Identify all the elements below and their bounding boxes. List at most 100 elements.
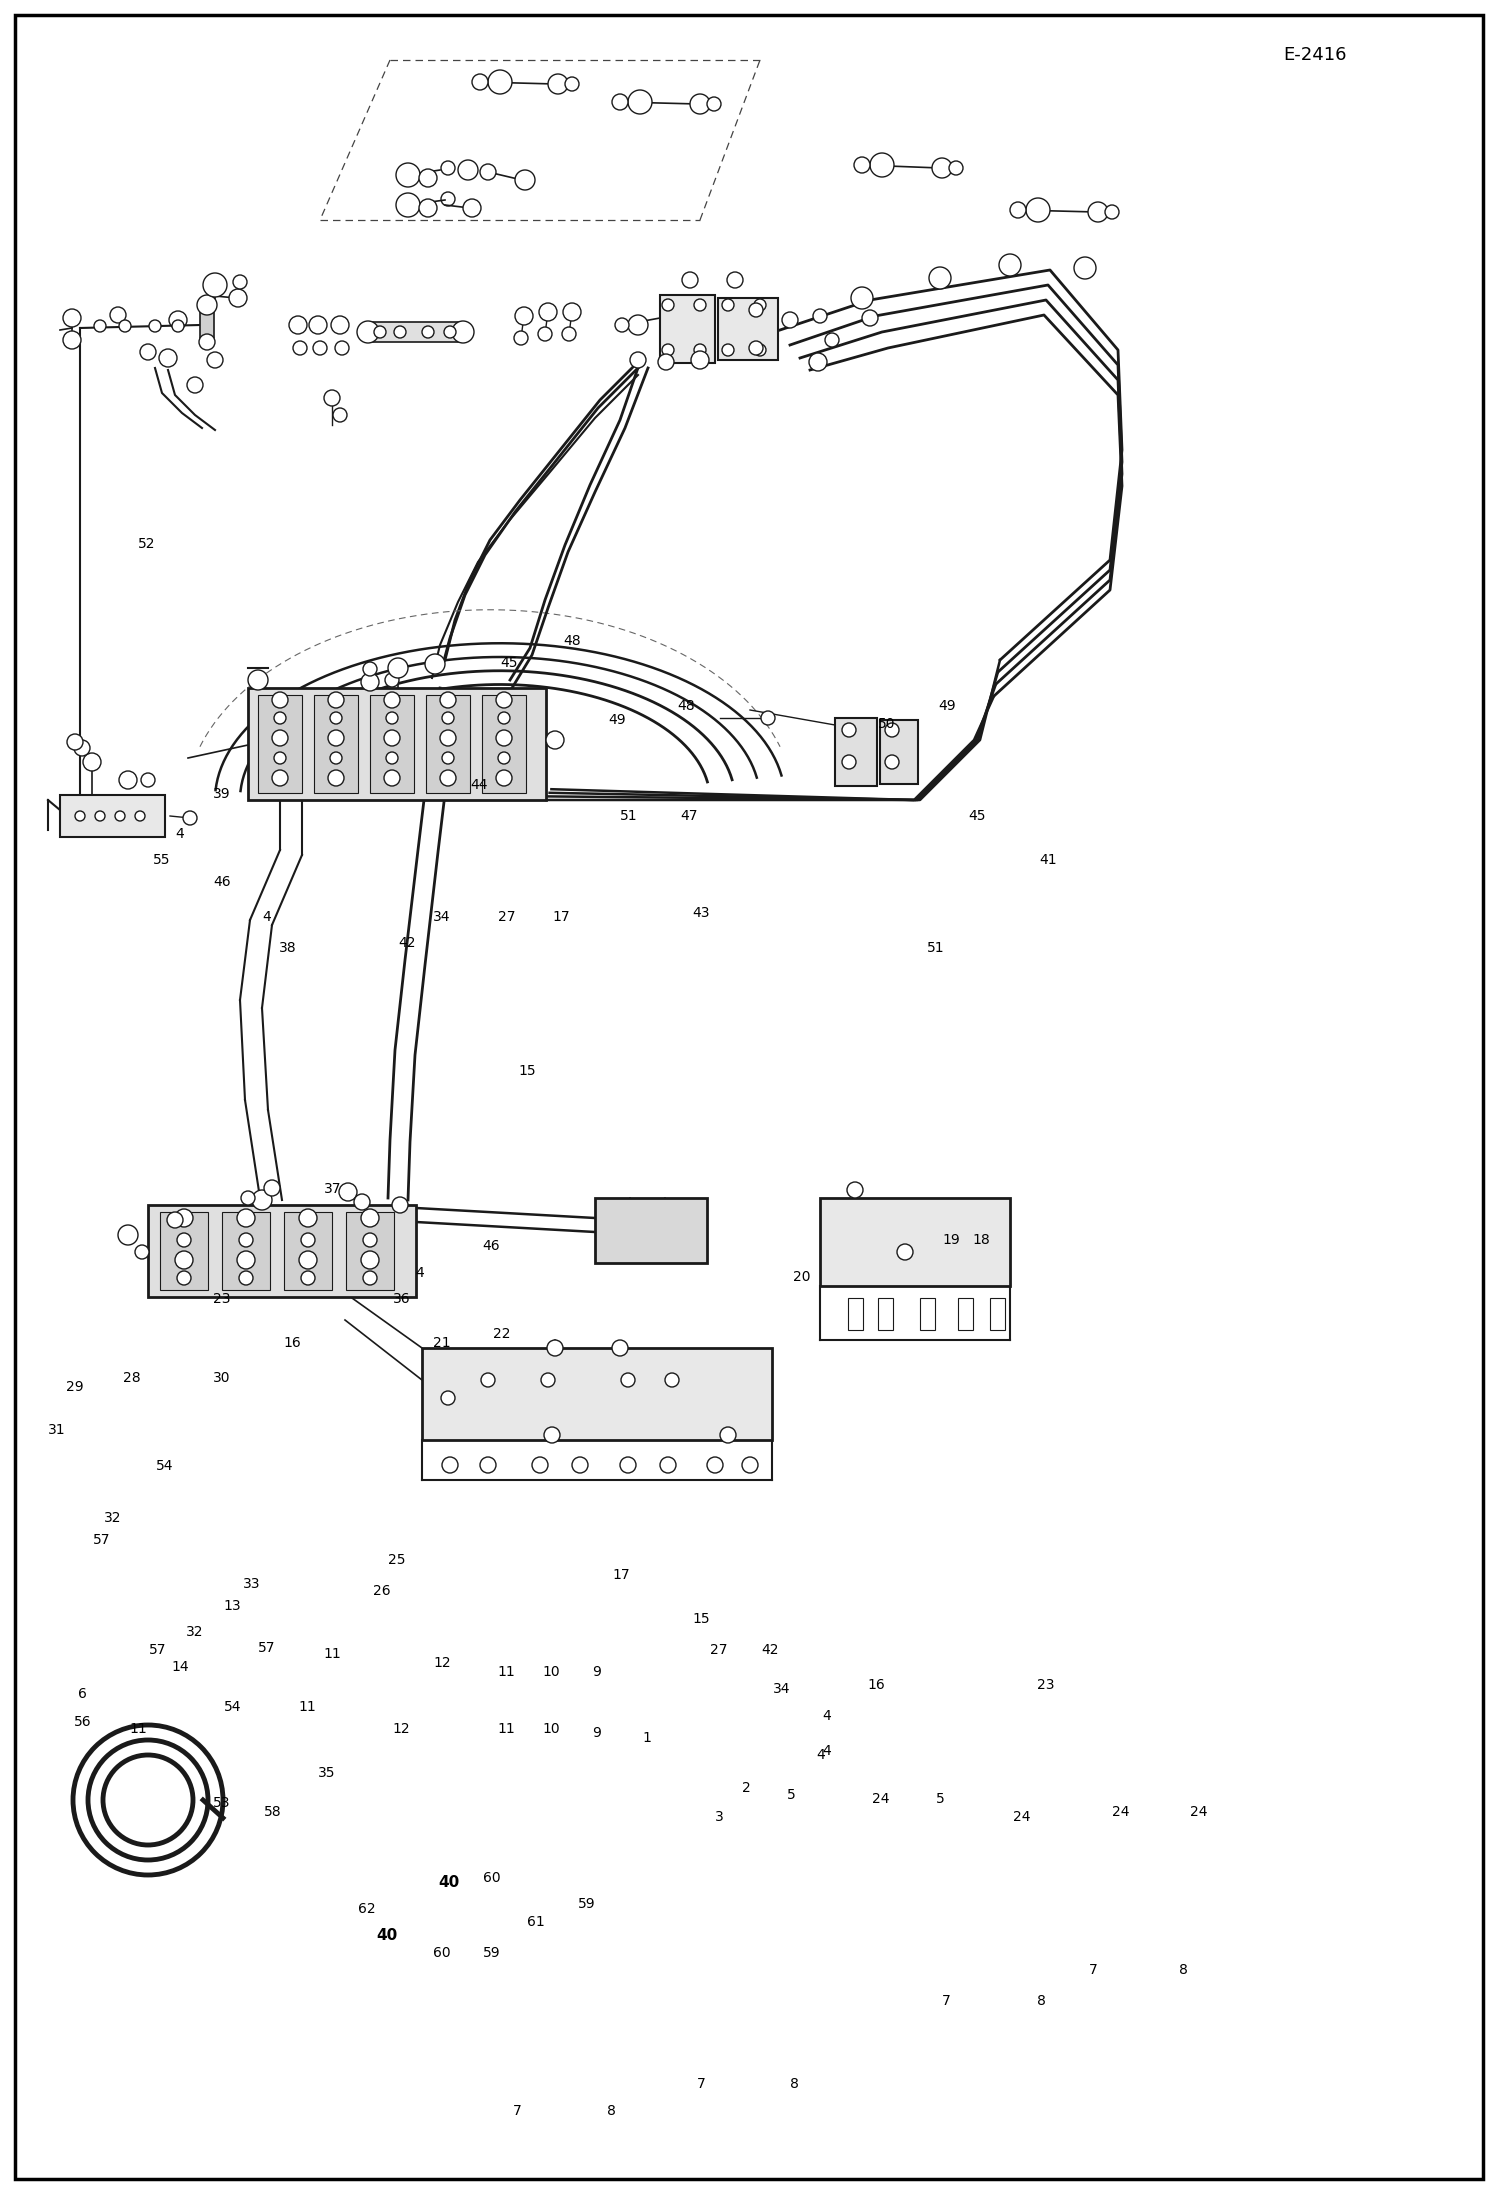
Circle shape (374, 327, 386, 338)
Circle shape (139, 344, 156, 360)
Circle shape (885, 755, 899, 770)
Circle shape (1088, 202, 1109, 222)
Text: 46: 46 (482, 1240, 500, 1253)
Text: 11: 11 (324, 1648, 342, 1661)
Text: 52: 52 (138, 538, 156, 551)
Text: 16: 16 (283, 1336, 301, 1349)
Circle shape (440, 1391, 455, 1404)
Text: 22: 22 (493, 1327, 511, 1341)
Bar (920, 1299, 935, 1330)
Circle shape (565, 77, 580, 90)
Circle shape (273, 731, 288, 746)
Text: 27: 27 (497, 911, 515, 924)
Circle shape (386, 753, 398, 764)
Circle shape (425, 654, 445, 674)
Circle shape (204, 272, 228, 296)
Text: 11: 11 (298, 1700, 316, 1714)
Circle shape (159, 349, 177, 366)
Text: 54: 54 (156, 1459, 174, 1472)
Bar (201, 309, 214, 338)
Text: 15: 15 (518, 1064, 536, 1077)
Text: 16: 16 (867, 1678, 885, 1692)
Text: E-2416: E-2416 (1284, 46, 1347, 64)
Circle shape (183, 812, 198, 825)
Text: 7: 7 (1089, 1964, 1098, 1977)
Circle shape (497, 753, 509, 764)
Circle shape (515, 169, 535, 191)
Bar (959, 1299, 974, 1330)
Circle shape (440, 731, 455, 746)
Circle shape (187, 377, 204, 393)
Circle shape (851, 287, 873, 309)
Circle shape (363, 1233, 377, 1246)
Bar (422, 1347, 771, 1439)
Text: 34: 34 (433, 911, 451, 924)
Text: 17: 17 (613, 1569, 631, 1582)
Circle shape (749, 340, 762, 355)
Circle shape (813, 309, 827, 323)
Circle shape (497, 713, 509, 724)
Circle shape (361, 1251, 379, 1268)
Circle shape (94, 320, 106, 331)
Circle shape (148, 320, 160, 331)
Text: 53: 53 (213, 1797, 231, 1810)
Text: 28: 28 (123, 1371, 141, 1384)
Bar (879, 720, 918, 783)
Text: 40: 40 (376, 1929, 397, 1942)
Circle shape (166, 1211, 183, 1229)
Circle shape (385, 674, 398, 687)
Text: 11: 11 (129, 1722, 147, 1735)
Circle shape (294, 340, 307, 355)
Circle shape (825, 333, 839, 347)
Circle shape (383, 770, 400, 785)
Bar (370, 695, 413, 792)
Circle shape (532, 1457, 548, 1472)
Text: 5: 5 (786, 1788, 795, 1801)
Circle shape (67, 735, 82, 750)
Circle shape (665, 1373, 679, 1387)
Circle shape (361, 674, 379, 691)
Circle shape (237, 1251, 255, 1268)
Text: 14: 14 (171, 1661, 189, 1674)
Circle shape (563, 303, 581, 320)
Bar (60, 794, 165, 836)
Circle shape (240, 1270, 253, 1286)
Circle shape (361, 1209, 379, 1226)
Text: 4: 4 (816, 1749, 825, 1762)
Circle shape (481, 1373, 494, 1387)
Bar (819, 1198, 1010, 1286)
Circle shape (631, 351, 646, 369)
Circle shape (440, 770, 455, 785)
Circle shape (742, 1457, 758, 1472)
Text: 38: 38 (279, 941, 297, 954)
Circle shape (562, 327, 577, 340)
Circle shape (613, 94, 628, 110)
Circle shape (289, 316, 307, 333)
Circle shape (538, 327, 551, 340)
Circle shape (328, 770, 345, 785)
Text: 58: 58 (264, 1806, 282, 1819)
Circle shape (452, 320, 473, 342)
Circle shape (419, 169, 437, 186)
Circle shape (135, 812, 145, 821)
Circle shape (616, 318, 629, 331)
Text: 5: 5 (936, 1792, 945, 1806)
Circle shape (330, 713, 342, 724)
Circle shape (622, 1373, 635, 1387)
Circle shape (419, 200, 437, 217)
Text: 45: 45 (968, 810, 986, 823)
Text: 4: 4 (822, 1709, 831, 1722)
Circle shape (496, 770, 512, 785)
Circle shape (541, 1373, 554, 1387)
Circle shape (753, 298, 765, 312)
Circle shape (442, 753, 454, 764)
Text: 57: 57 (258, 1641, 276, 1654)
Circle shape (691, 351, 709, 369)
Text: 54: 54 (223, 1700, 241, 1714)
Circle shape (207, 351, 223, 369)
Bar (425, 695, 470, 792)
Circle shape (1074, 257, 1097, 279)
Circle shape (82, 753, 100, 770)
Circle shape (241, 1191, 255, 1205)
Circle shape (1010, 202, 1026, 217)
